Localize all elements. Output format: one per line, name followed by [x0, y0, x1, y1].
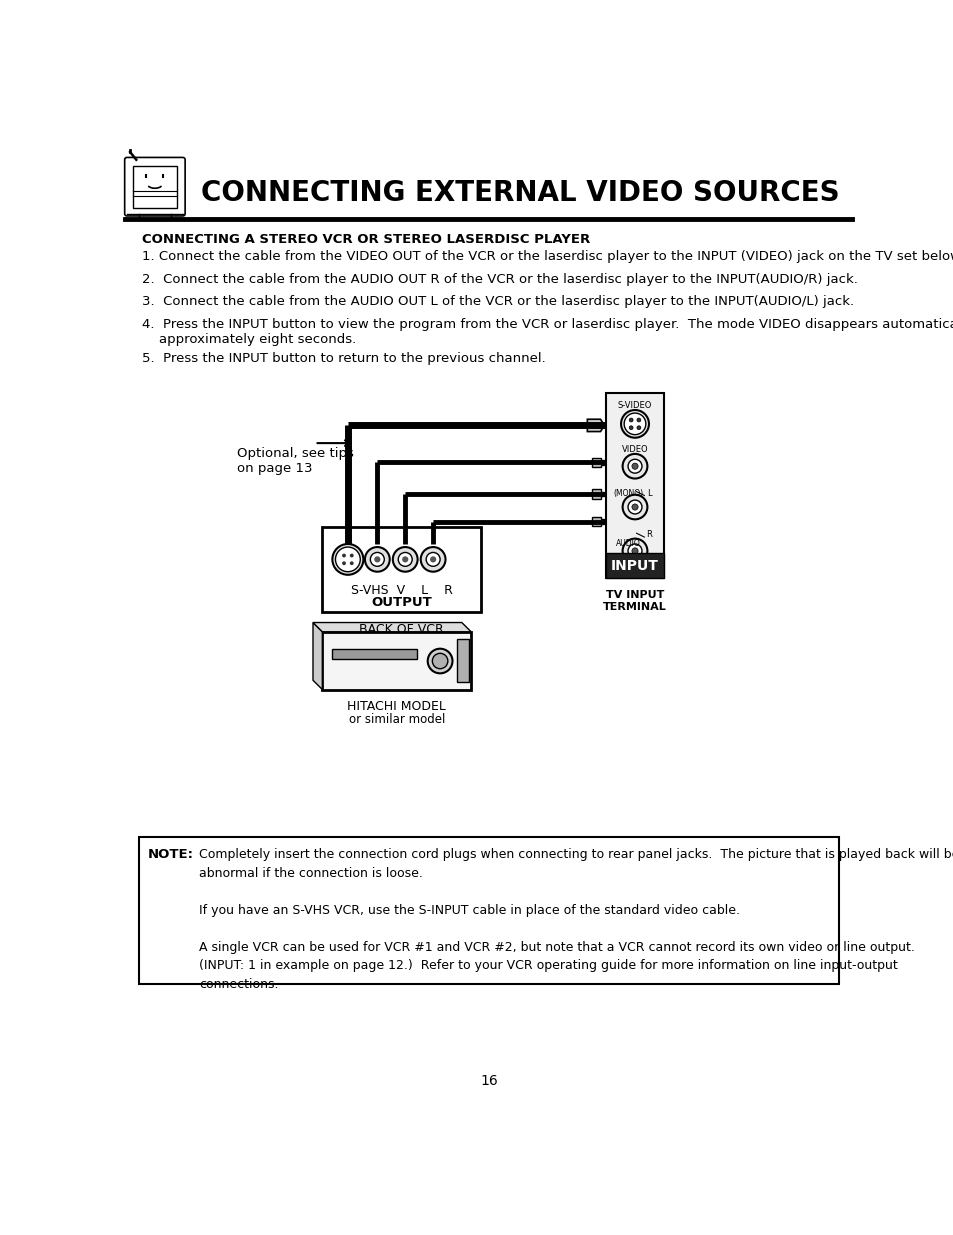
Polygon shape — [313, 622, 471, 632]
Circle shape — [631, 463, 638, 469]
Circle shape — [627, 500, 641, 514]
FancyBboxPatch shape — [322, 527, 480, 611]
Text: OUTPUT: OUTPUT — [371, 597, 432, 609]
Text: S-VHS  V    L    R: S-VHS V L R — [351, 584, 453, 597]
Circle shape — [350, 553, 354, 557]
Text: R: R — [645, 530, 651, 540]
Circle shape — [426, 552, 439, 567]
Text: 16: 16 — [479, 1074, 497, 1088]
Text: HITACHI MODEL: HITACHI MODEL — [347, 700, 446, 714]
Text: NOTE:: NOTE: — [148, 848, 193, 861]
Circle shape — [631, 548, 638, 555]
Text: Completely insert the connection cord plugs when connecting to rear panel jacks.: Completely insert the connection cord pl… — [199, 848, 953, 990]
Circle shape — [402, 556, 408, 562]
Polygon shape — [592, 517, 604, 526]
Circle shape — [370, 552, 384, 567]
Text: TV INPUT
TERMINAL: TV INPUT TERMINAL — [602, 590, 666, 611]
FancyBboxPatch shape — [605, 393, 663, 578]
Text: INPUT: INPUT — [611, 558, 659, 573]
Circle shape — [622, 454, 647, 478]
Circle shape — [637, 426, 640, 430]
Circle shape — [620, 410, 648, 437]
Circle shape — [365, 547, 390, 572]
FancyBboxPatch shape — [456, 640, 468, 682]
Circle shape — [637, 419, 640, 422]
Text: 2.  Connect the cable from the AUDIO OUT R of the VCR or the laserdisc player to: 2. Connect the cable from the AUDIO OUT … — [142, 273, 858, 287]
Circle shape — [432, 653, 447, 668]
Text: AUDIO: AUDIO — [616, 540, 640, 548]
Circle shape — [342, 553, 346, 557]
Polygon shape — [313, 622, 322, 689]
Text: 5.  Press the INPUT button to return to the previous channel.: 5. Press the INPUT button to return to t… — [142, 352, 546, 366]
FancyBboxPatch shape — [605, 553, 663, 578]
FancyBboxPatch shape — [138, 837, 839, 983]
Circle shape — [332, 543, 363, 574]
Text: S-VIDEO: S-VIDEO — [618, 401, 652, 410]
Text: BACK OF VCR: BACK OF VCR — [359, 622, 444, 636]
Circle shape — [622, 495, 647, 520]
Circle shape — [420, 547, 445, 572]
Circle shape — [629, 426, 633, 430]
Circle shape — [427, 648, 452, 673]
Circle shape — [627, 459, 641, 473]
Text: L: L — [646, 489, 651, 498]
Circle shape — [374, 556, 380, 562]
Text: 4.  Press the INPUT button to view the program from the VCR or laserdisc player.: 4. Press the INPUT button to view the pr… — [142, 317, 953, 346]
Circle shape — [622, 538, 647, 563]
Polygon shape — [592, 489, 604, 499]
Circle shape — [342, 561, 346, 566]
Polygon shape — [587, 419, 604, 431]
Text: 3.  Connect the cable from the AUDIO OUT L of the VCR or the laserdisc player to: 3. Connect the cable from the AUDIO OUT … — [142, 294, 854, 308]
Text: VIDEO: VIDEO — [621, 445, 648, 453]
Circle shape — [430, 556, 436, 562]
FancyBboxPatch shape — [125, 157, 185, 216]
FancyBboxPatch shape — [332, 650, 416, 658]
FancyBboxPatch shape — [322, 632, 471, 689]
Text: (MONO): (MONO) — [613, 489, 643, 498]
Circle shape — [623, 412, 645, 435]
Text: or similar model: or similar model — [348, 713, 444, 726]
Text: CONNECTING A STEREO VCR OR STEREO LASERDISC PLAYER: CONNECTING A STEREO VCR OR STEREO LASERD… — [142, 233, 590, 246]
Circle shape — [631, 504, 638, 510]
Text: CONNECTING EXTERNAL VIDEO SOURCES: CONNECTING EXTERNAL VIDEO SOURCES — [201, 179, 840, 206]
Circle shape — [335, 547, 360, 572]
Circle shape — [350, 561, 354, 566]
Text: 1. Connect the cable from the VIDEO OUT of the VCR or the laserdisc player to th: 1. Connect the cable from the VIDEO OUT … — [142, 249, 953, 263]
Polygon shape — [592, 458, 604, 467]
Circle shape — [393, 547, 417, 572]
Circle shape — [629, 419, 633, 422]
Text: Optional, see tips
on page 13: Optional, see tips on page 13 — [236, 447, 354, 475]
Circle shape — [397, 552, 412, 567]
Circle shape — [627, 543, 641, 558]
